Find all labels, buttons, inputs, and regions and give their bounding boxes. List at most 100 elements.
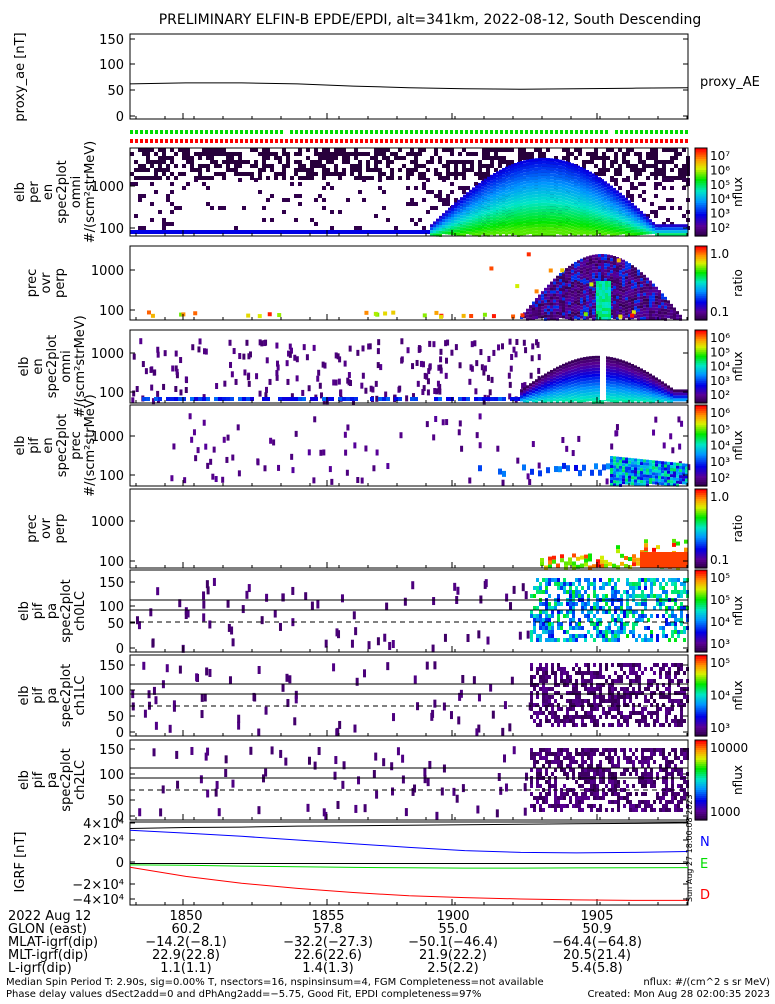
heatmap-cell xyxy=(599,302,602,305)
heatmap-cell xyxy=(390,152,394,156)
heatmap-cell xyxy=(238,397,242,401)
heatmap-cell xyxy=(535,164,538,167)
heatmap-cell xyxy=(502,210,505,213)
heatmap-cell xyxy=(487,225,490,228)
heatmap-cell xyxy=(478,465,482,471)
heatmap-cell xyxy=(493,197,496,200)
heatmap-cell xyxy=(494,152,498,156)
heatmap-cell xyxy=(646,281,649,284)
heatmap-cell xyxy=(622,260,625,263)
heatmap-cell xyxy=(616,193,619,196)
heatmap-cell xyxy=(628,230,631,233)
heatmap-cell xyxy=(565,182,568,185)
quality-flag-green xyxy=(495,130,498,134)
heatmap-cell xyxy=(538,310,541,313)
heatmap-cell xyxy=(460,197,463,200)
heatmap-cell xyxy=(508,165,511,168)
heatmap-cell xyxy=(514,187,517,190)
heatmap-cell xyxy=(586,173,589,176)
heatmap-cell xyxy=(592,261,595,264)
heatmap-cell xyxy=(414,186,418,190)
heatmap-cell xyxy=(439,315,443,319)
heatmap-cell xyxy=(613,400,616,403)
heatmap-cell xyxy=(492,314,496,318)
colorbar-tick-label: 0.1 xyxy=(710,305,729,319)
heatmap-cell xyxy=(346,424,349,430)
heatmap-cell xyxy=(364,388,367,394)
heatmap-cell xyxy=(574,377,577,380)
heatmap-cell xyxy=(556,400,559,403)
heatmap-cell xyxy=(604,199,607,202)
heatmap-cell xyxy=(523,181,526,184)
heatmap-cell xyxy=(323,363,326,369)
heatmap-cell xyxy=(565,399,568,402)
heatmap-cell xyxy=(586,271,589,274)
heatmap-cell xyxy=(222,160,226,164)
heatmap-cell xyxy=(607,201,610,204)
quality-flag-red xyxy=(410,139,413,143)
heatmap-cell xyxy=(553,228,556,231)
heatmap-cell xyxy=(451,223,454,226)
heatmap-cell xyxy=(523,199,526,202)
heatmap-cell xyxy=(646,287,649,290)
heatmap-cell xyxy=(334,164,338,168)
heatmap-cell xyxy=(562,202,565,205)
heatmap-cell xyxy=(434,206,438,210)
heatmap-cell xyxy=(667,468,670,471)
heatmap-cell xyxy=(526,169,529,172)
heatmap-cell xyxy=(230,168,234,172)
heatmap-cell xyxy=(422,148,426,152)
heatmap-cell xyxy=(634,377,637,380)
heatmap-cell xyxy=(462,314,466,318)
heatmap-cell xyxy=(562,279,565,282)
heatmap-cell xyxy=(434,172,438,176)
heatmap-cell xyxy=(679,230,682,233)
heatmap-cell xyxy=(583,287,586,290)
heatmap-cell xyxy=(534,148,538,152)
quality-flag-red xyxy=(155,139,158,143)
heatmap-cell xyxy=(399,432,402,438)
heatmap-cell xyxy=(538,197,541,200)
heatmap-cell xyxy=(506,148,510,152)
quality-flag-green xyxy=(595,130,598,134)
heatmap-cell xyxy=(622,375,625,378)
heatmap-cell xyxy=(463,222,466,225)
heatmap-cell xyxy=(481,364,484,370)
heatmap-cell xyxy=(310,164,314,168)
heatmap-cell xyxy=(679,466,682,469)
heatmap-cell xyxy=(655,293,658,296)
heatmap-cell xyxy=(640,398,643,401)
heatmap-cell xyxy=(613,310,616,313)
heatmap-cell xyxy=(568,162,571,165)
heatmap-cell xyxy=(499,200,502,203)
heatmap-cell xyxy=(210,230,214,234)
quality-flag-red xyxy=(130,139,133,143)
heatmap-cell xyxy=(481,220,484,223)
heatmap-cell xyxy=(625,210,628,213)
heatmap-cell xyxy=(202,176,206,180)
heatmap-cell xyxy=(571,378,574,381)
quality-flag-red xyxy=(160,139,163,143)
heatmap-cell xyxy=(616,389,619,392)
heatmap-cell xyxy=(490,160,494,164)
heatmap-cell xyxy=(374,312,378,316)
heatmap-cell xyxy=(571,196,574,199)
heatmap-cell xyxy=(553,171,556,174)
heatmap-cell xyxy=(138,164,142,168)
heatmap-cell xyxy=(566,148,570,152)
heatmap-cell xyxy=(583,360,586,363)
y-tick-label: 1000 xyxy=(91,347,124,362)
heatmap-cell xyxy=(661,387,664,390)
heatmap-cell xyxy=(514,223,517,226)
heatmap-cell xyxy=(628,203,631,206)
heatmap-cell xyxy=(568,376,571,379)
heatmap-cell xyxy=(370,156,374,160)
heatmap-cell xyxy=(523,387,526,390)
heatmap-cell xyxy=(646,222,649,225)
heatmap-cell xyxy=(589,267,592,270)
heatmap-cell xyxy=(562,285,565,288)
heatmap-cell xyxy=(670,227,673,230)
heatmap-cell xyxy=(559,276,562,279)
heatmap-cell xyxy=(562,394,565,397)
heatmap-cell xyxy=(622,195,625,198)
